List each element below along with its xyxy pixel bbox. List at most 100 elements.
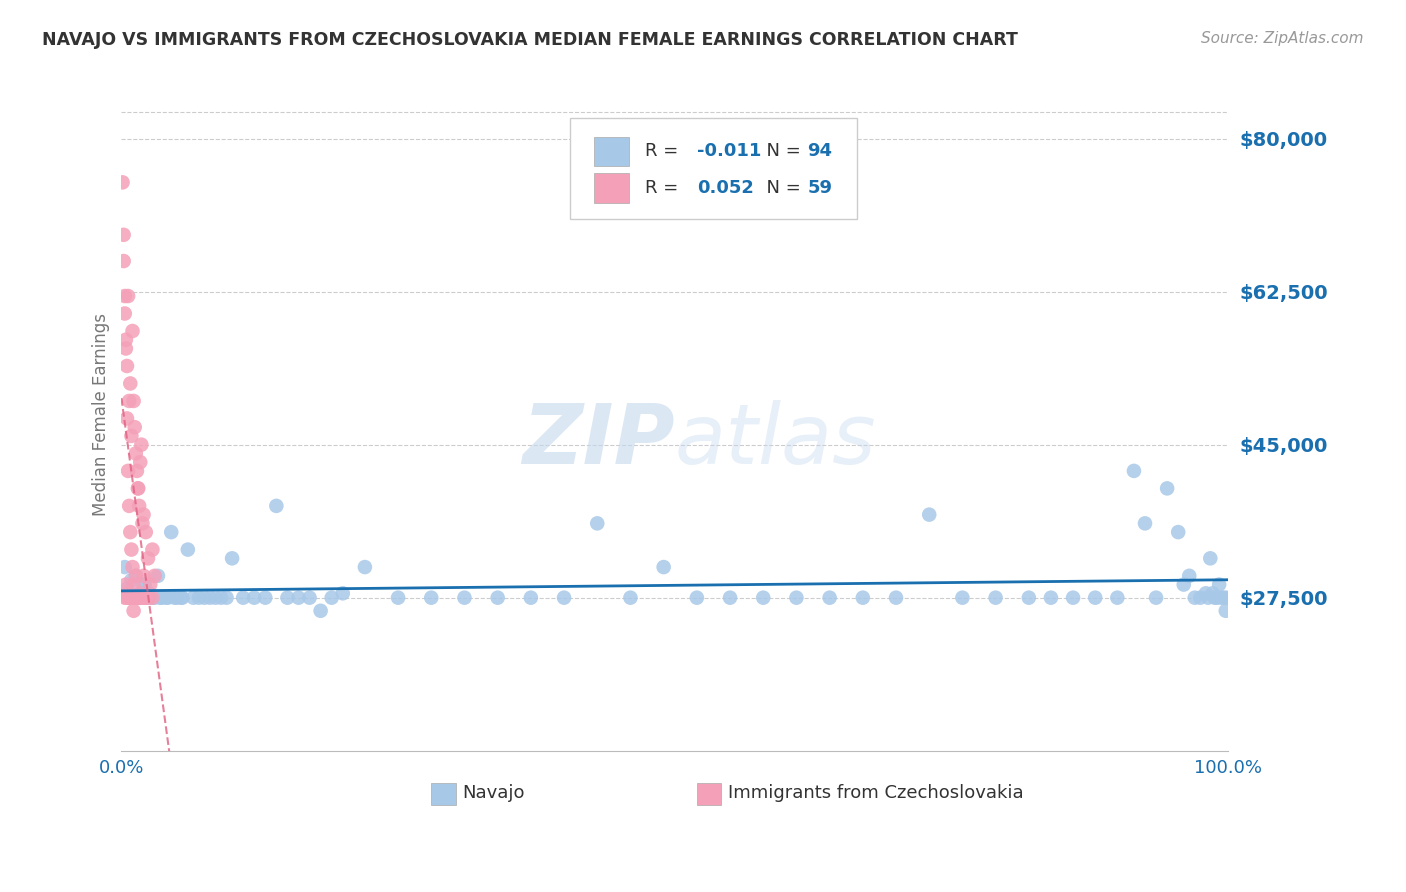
Point [115,411,138,425]
Point [243,591,266,605]
Point [138,586,160,600]
Point [1173,577,1195,591]
Text: Source: ZipAtlas.com: Source: ZipAtlas.com [1201,31,1364,46]
Point [146,569,169,583]
Point [215,591,238,605]
Point [127,591,149,605]
Point [135,591,157,605]
Point [785,591,807,605]
Point [122,591,145,605]
Point [114,306,136,320]
Point [131,438,153,452]
Point [193,591,215,605]
Point [520,591,543,605]
Point [309,604,332,618]
Point [129,586,152,600]
Point [115,582,138,596]
Point [122,604,145,618]
Point [117,464,139,478]
Point [141,591,163,605]
Point [1156,482,1178,496]
Point [221,551,243,566]
Point [125,569,148,583]
Point [115,591,138,605]
Point [124,591,146,605]
Point [177,542,200,557]
Point [114,560,136,574]
Point [1184,591,1206,605]
Point [132,591,155,605]
Point [232,591,254,605]
Point [115,577,138,591]
Point [1201,586,1223,600]
Point [1062,591,1084,605]
Point [453,591,475,605]
Point [172,591,194,605]
Point [1216,591,1239,605]
Text: 0.052: 0.052 [697,179,754,197]
Point [354,560,377,574]
Point [852,591,875,605]
Point [120,429,142,443]
Point [135,591,157,605]
Point [124,591,146,605]
Point [652,560,675,574]
Text: N =: N = [755,143,807,161]
Point [112,227,135,242]
Point [150,591,173,605]
Point [115,359,138,373]
Point [287,591,309,605]
Point [1206,591,1229,605]
Point [1018,591,1040,605]
Point [818,591,841,605]
Point [118,499,141,513]
Point [198,591,221,605]
Point [132,577,155,591]
FancyBboxPatch shape [593,136,630,166]
FancyBboxPatch shape [697,783,721,805]
Point [141,542,163,557]
Point [128,591,150,605]
Text: 59: 59 [807,179,832,197]
Point [132,508,155,522]
Point [143,591,166,605]
Text: N =: N = [755,179,807,197]
Point [136,551,159,566]
Point [125,464,148,478]
Point [1215,604,1237,618]
Point [149,591,172,605]
Point [127,482,149,496]
Point [166,591,188,605]
Point [1178,569,1201,583]
Point [163,591,186,605]
Point [127,482,149,496]
Point [120,376,142,391]
Point [111,175,134,189]
Point [121,560,143,574]
Point [752,591,775,605]
Point [128,499,150,513]
Point [1195,586,1218,600]
Point [117,289,139,303]
Point [156,591,179,605]
Point [1208,577,1230,591]
Point [553,591,575,605]
Text: 94: 94 [807,143,832,161]
Point [131,591,153,605]
Point [1199,551,1222,566]
Point [129,455,152,469]
Point [1197,591,1219,605]
Point [122,577,145,591]
Point [132,569,155,583]
Text: -0.011: -0.011 [697,143,761,161]
Point [183,591,205,605]
Point [118,591,141,605]
Text: ZIP: ZIP [522,401,675,482]
Point [486,591,509,605]
Point [118,591,141,605]
Point [127,591,149,605]
Point [120,525,142,540]
Point [984,591,1007,605]
Point [155,591,177,605]
Point [1167,525,1189,540]
